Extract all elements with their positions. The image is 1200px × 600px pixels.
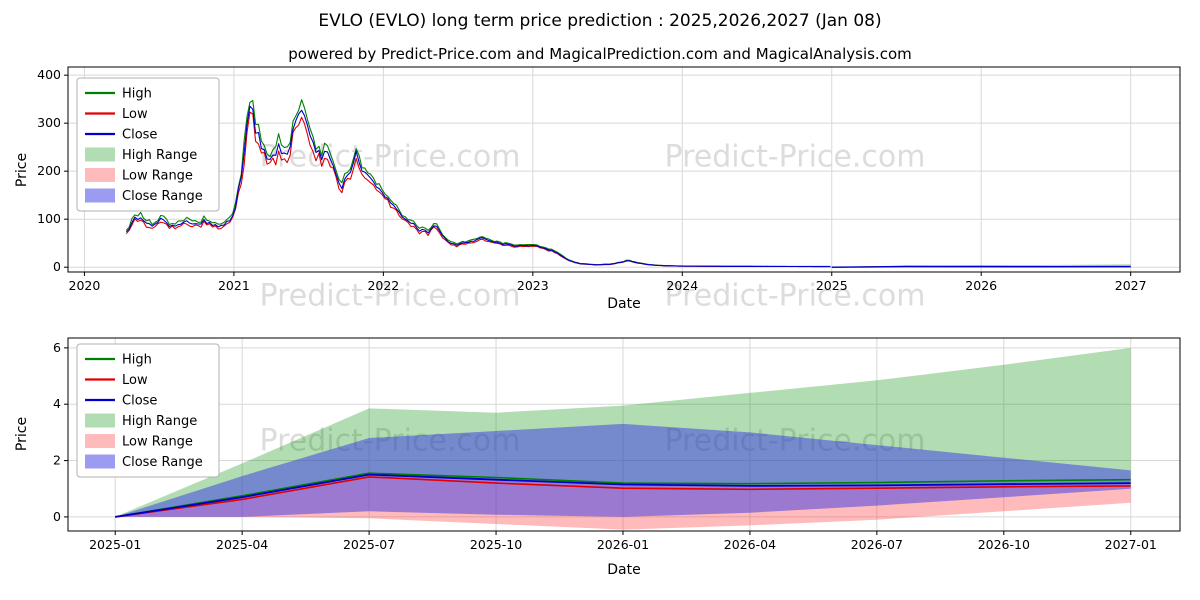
y-tick-label: 400 — [37, 67, 61, 82]
x-tick-label: 2025-04 — [216, 537, 268, 552]
price-history-chart: 2020 2021 2022 2023 2024 2025 2026 2027 0 100 200 3… — [37, 66, 1181, 293]
legend-label: Close — [122, 128, 157, 143]
legend-patch-swatch — [85, 168, 115, 182]
y-tick-label: 0 — [53, 259, 61, 274]
x-tick-label: 2023 — [517, 278, 549, 293]
x-tick-label: 2027-01 — [1105, 537, 1157, 552]
legend-label: High Range — [122, 414, 197, 429]
low-line — [125, 111, 831, 268]
x-tick-label: 2027 — [1115, 278, 1147, 293]
y-tick-label: 4 — [53, 396, 61, 411]
x-tick-label: 2026-07 — [851, 537, 903, 552]
x-tick-label: 2026-01 — [597, 537, 649, 552]
price-axis-label-bottom: Price — [14, 416, 30, 452]
legend-patch-swatch — [85, 188, 115, 203]
legend-label: Low — [122, 107, 148, 122]
legend-patch-swatch — [85, 454, 115, 469]
y-tick-label: 0 — [53, 509, 61, 524]
date-axis-label-top: Date — [607, 296, 641, 312]
legend-label: High Range — [122, 148, 197, 163]
x-tick-label: 2025-01 — [89, 537, 141, 552]
close-line — [115, 473, 1131, 518]
legend-box — [76, 77, 220, 212]
close-range-band — [115, 423, 1131, 517]
y-tick-label: 2 — [53, 453, 61, 468]
legend-patch-swatch — [85, 147, 115, 162]
y-tick-label: 6 — [53, 340, 61, 355]
y-tick-label: 100 — [37, 211, 61, 226]
x-tick-label: 2025-10 — [470, 537, 522, 552]
high-line — [125, 99, 831, 267]
legend-label: Low — [122, 373, 148, 388]
date-axis-label-bottom: Date — [607, 562, 641, 578]
legend-label: High — [122, 87, 152, 102]
x-tick-label: 2026 — [965, 278, 997, 293]
price-axis-label-top: Price — [14, 152, 30, 188]
x-tick-label: 2025-07 — [343, 537, 395, 552]
x-tick-label: 2026-04 — [724, 537, 776, 552]
figure-title: EVLO (EVLO) long term price prediction :… — [318, 11, 882, 31]
low-line — [115, 476, 1131, 518]
x-tick-label: 2025 — [816, 278, 848, 293]
x-tick-label: 2026-10 — [978, 537, 1030, 552]
legend-label: Low Range — [122, 169, 193, 184]
x-tick-label: 2021 — [218, 278, 250, 293]
legend-label: Close — [122, 394, 157, 409]
x-tick-label: 2020 — [69, 278, 101, 293]
x-tick-label: 2024 — [666, 278, 698, 293]
high-line — [115, 472, 1131, 518]
legend-label: High — [122, 353, 152, 368]
figure-subtitle: powered by Predict-Price.com and Magical… — [288, 45, 912, 63]
y-tick-label: 200 — [37, 163, 61, 178]
close-prediction-line — [831, 265, 1131, 268]
legend-patch-swatch — [85, 434, 115, 448]
x-tick-label: 2022 — [367, 278, 399, 293]
y-tick-label: 300 — [37, 115, 61, 130]
legend-patch-swatch — [85, 413, 115, 428]
legend-label: Close Range — [122, 189, 203, 204]
legend-label: Low Range — [122, 435, 193, 450]
legend-label: Close Range — [122, 455, 203, 470]
prediction-chart: 2025-01 2025-04 2025-07 2025-10 2026-01 2026-… — [53, 337, 1181, 552]
legend-box — [76, 343, 220, 478]
close-line — [125, 105, 831, 268]
